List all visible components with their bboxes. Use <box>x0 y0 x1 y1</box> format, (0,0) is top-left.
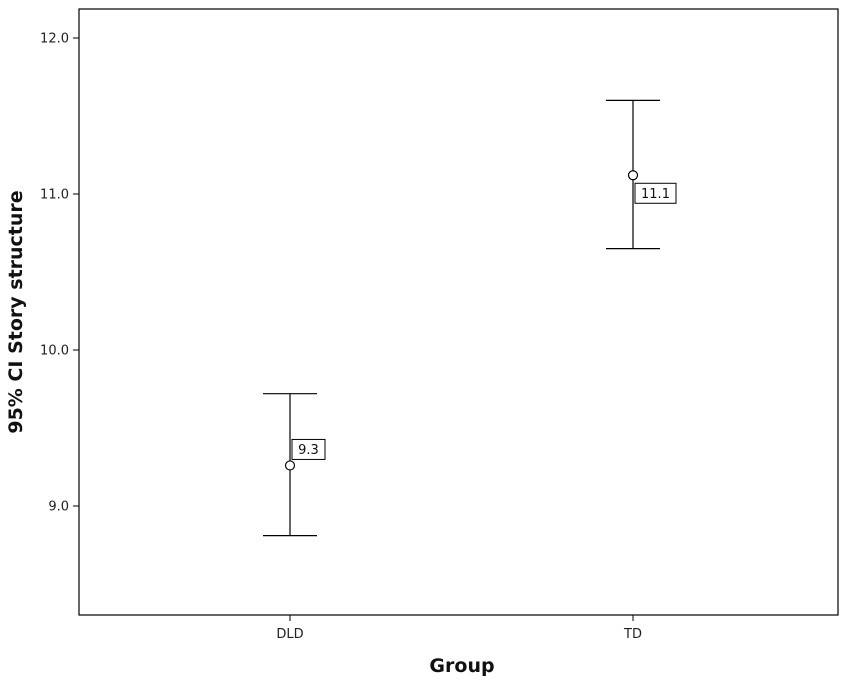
x-tick-label: DLD <box>276 627 303 642</box>
mean-marker-td <box>627 170 639 181</box>
x-axis: DLD TD <box>276 615 642 642</box>
y-tick-label: 10.0 <box>40 344 69 359</box>
data-label-box <box>291 438 326 460</box>
mean-marker-dld <box>284 460 296 471</box>
plot-frame <box>78 8 839 616</box>
x-tick-label: TD <box>623 627 642 642</box>
y-axis-title: 95% CI Story structure <box>5 190 27 433</box>
data-label-dld: 9.3 <box>291 438 326 460</box>
x-axis-title: Group <box>429 655 494 677</box>
data-label-text: 11.1 <box>641 187 670 202</box>
data-label-text: 9.3 <box>298 443 319 458</box>
y-axis: 9.0 10.0 11.0 12.0 <box>40 32 79 515</box>
data-label-box <box>634 182 677 204</box>
y-tick-label: 11.0 <box>40 188 69 203</box>
error-bars: 9.3 11.1 <box>263 99 677 537</box>
y-tick-label: 12.0 <box>40 32 69 47</box>
y-tick-label: 9.0 <box>48 500 69 515</box>
data-label-td: 11.1 <box>634 182 677 204</box>
